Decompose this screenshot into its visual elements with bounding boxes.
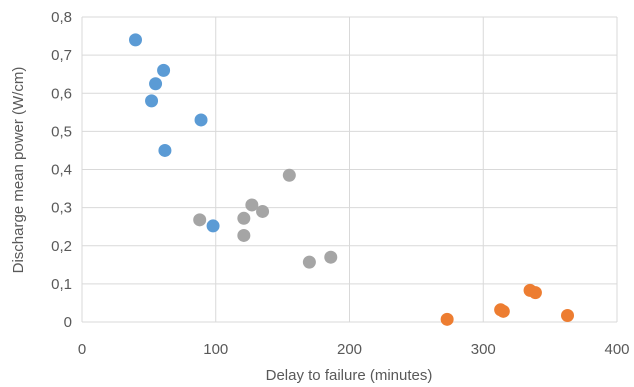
data-point (237, 211, 251, 225)
y-tick-label: 0,2 (51, 238, 72, 255)
y-tick-label: 0,7 (51, 47, 72, 64)
y-tick-label: 0,6 (51, 85, 72, 102)
data-point (528, 286, 542, 300)
data-point (282, 168, 296, 182)
data-point (256, 204, 270, 218)
data-point (302, 255, 316, 269)
data-point (206, 219, 220, 233)
x-tick-label: 0 (78, 341, 86, 358)
y-tick-label: 0 (64, 314, 72, 331)
tick-labels: 0 0,1 0,2 0,3 0,4 0,5 0,6 0,7 0,8 0 100 200 300 400 (51, 9, 629, 358)
data-point (561, 309, 575, 323)
y-tick-label: 0,1 (51, 276, 72, 293)
y-tick-label: 0,4 (51, 162, 72, 179)
data-point (129, 33, 142, 47)
data-point (496, 304, 510, 318)
data-point (237, 228, 251, 242)
data-point (194, 113, 208, 127)
grid-lines (81, 16, 618, 323)
x-tick-label: 400 (604, 341, 629, 358)
y-tick-label: 0,3 (51, 200, 72, 217)
data-point (324, 250, 338, 264)
data-point (149, 77, 163, 91)
x-axis-title: Delay to failure (minutes) (266, 367, 433, 384)
data-point (157, 63, 171, 77)
data-point (158, 143, 172, 157)
x-tick-label: 200 (337, 341, 362, 358)
data-points (129, 33, 575, 326)
y-tick-label: 0,5 (51, 123, 72, 140)
x-tick-label: 300 (471, 341, 496, 358)
x-tick-label: 100 (203, 341, 228, 358)
data-point (193, 213, 207, 227)
data-point (145, 94, 159, 108)
y-tick-label: 0,8 (51, 9, 72, 26)
data-point (440, 312, 454, 326)
data-point (245, 198, 259, 212)
y-axis-title: Discharge mean power (W/cm) (10, 67, 27, 274)
